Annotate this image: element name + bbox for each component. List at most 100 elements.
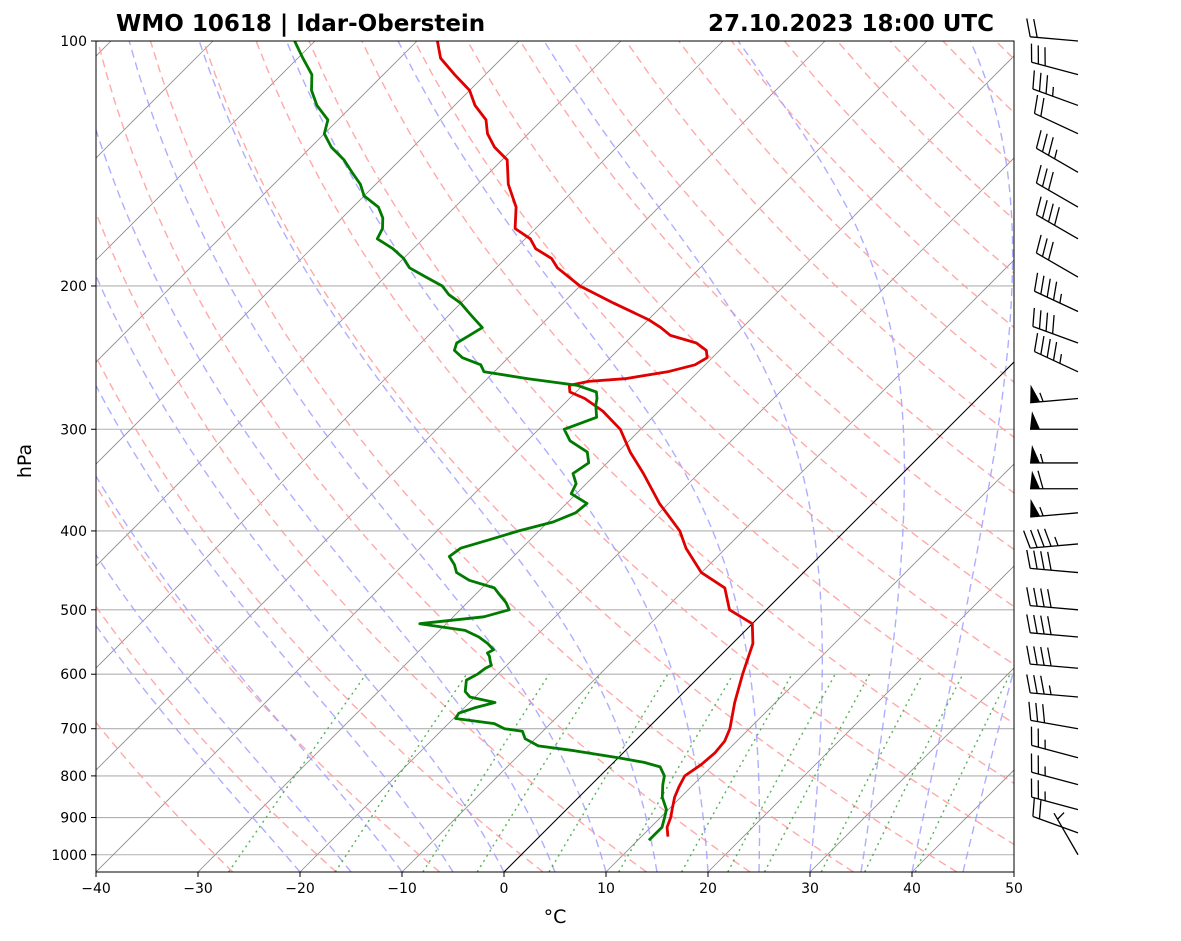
- wind-barb-shaft: [1030, 397, 1079, 404]
- mixing-ratio-36: [864, 673, 964, 872]
- wind-barb-full: [1033, 550, 1038, 570]
- y-tick-label-900: 900: [60, 811, 87, 827]
- wind-barb-half: [1057, 812, 1065, 820]
- y-axis-label: hPa: [14, 444, 36, 478]
- wind-barb-820: [1030, 753, 1079, 786]
- wind-barb-130: [1033, 94, 1079, 135]
- wind-barb-shaft: [1036, 214, 1079, 240]
- mixing-ratio-28: [820, 673, 924, 872]
- wind-barb-shaft: [1030, 543, 1079, 549]
- isotherm-10: [605, 463, 1014, 872]
- wind-barb-full: [1045, 75, 1049, 94]
- wind-barb-full: [1033, 674, 1038, 694]
- wind-barb-half: [1059, 293, 1063, 304]
- wind-barb-half: [1051, 86, 1055, 97]
- wind-barb-full: [1035, 130, 1042, 149]
- wind-barb-full: [1047, 647, 1052, 667]
- wind-barb-shaft: [1031, 771, 1079, 786]
- wind-barb-flag: [1030, 498, 1041, 517]
- isotherm-30: [809, 667, 1014, 872]
- chart-title-station: WMO 10618 | Idar-Oberstein: [116, 11, 485, 37]
- wind-barb-shaft: [1036, 252, 1079, 278]
- x-tick-label-20: 20: [699, 881, 717, 897]
- wind-barb-full: [1033, 646, 1038, 665]
- wind-barb-275: [1030, 384, 1079, 404]
- wind-barb-half: [1059, 354, 1063, 364]
- dry-adiabat--20: [96, 605, 337, 872]
- wind-barb-full: [1038, 72, 1042, 92]
- wind-barb-half: [1048, 685, 1052, 695]
- dry-adiabat-10: [96, 210, 647, 872]
- wind-barb-full: [1026, 549, 1031, 569]
- x-tick-label-40: 40: [903, 881, 921, 897]
- wind-barb-1000: [1053, 812, 1079, 856]
- wind-barb-full: [1040, 551, 1045, 570]
- wind-barb-full: [1033, 94, 1039, 114]
- wind-barb-half: [1039, 506, 1044, 517]
- wind-barb-full: [1033, 614, 1038, 634]
- dry-adiabat--30: [96, 721, 234, 872]
- isotherm--70: [96, 41, 622, 567]
- wind-barb-full: [1032, 797, 1036, 817]
- wind-barb-500: [1026, 587, 1079, 611]
- wind-barb-110: [1030, 43, 1079, 76]
- wind-barb-full: [1026, 614, 1031, 633]
- sounding-profiles: [293, 41, 755, 842]
- dry-adiabat-100: [519, 41, 1014, 551]
- wind-barb-shaft: [1031, 61, 1079, 76]
- wind-barb-full: [1046, 278, 1051, 298]
- moist-adiabat-5: [96, 127, 556, 872]
- wind-barb-shaft: [1036, 147, 1079, 173]
- wind-barb-shaft: [1030, 36, 1079, 42]
- plot-frame: [95, 40, 1015, 873]
- wind-barb-160: [1035, 164, 1079, 208]
- dry-adiabat-60: [308, 41, 1014, 785]
- isotherm--90: [96, 41, 418, 363]
- isotherm--40: [96, 41, 928, 872]
- y-tick-label-400: 400: [60, 524, 87, 540]
- wind-barb-full: [1053, 207, 1060, 226]
- mixing-ratio-0.4: [228, 673, 367, 872]
- moist-adiabat-40: [911, 41, 1014, 872]
- x-tick-label--20: −20: [285, 881, 315, 897]
- isotherm--10: [401, 259, 1014, 872]
- wind-barb-flag: [1030, 470, 1040, 489]
- wind-barb-700: [1028, 701, 1079, 730]
- wind-barb-full: [1040, 615, 1045, 635]
- x-tick-label-50: 50: [1005, 881, 1023, 897]
- wind-barb-full: [1041, 238, 1048, 257]
- background-lines: [96, 41, 1014, 872]
- wind-barb-355: [1030, 470, 1078, 490]
- wind-barb-full: [1033, 333, 1039, 352]
- wind-barb-full: [1047, 171, 1054, 191]
- wind-barb-half: [1039, 453, 1044, 464]
- moist-adiabat-15: [198, 41, 658, 872]
- wind-barb-full: [1035, 164, 1042, 184]
- mixing-ratio-5: [548, 673, 669, 872]
- wind-barb-full: [1038, 310, 1042, 329]
- isotherm--60: [96, 41, 724, 669]
- wind-barb-full: [1047, 241, 1054, 261]
- wind-barb-100: [1026, 18, 1079, 42]
- y-tick-label-700: 700: [60, 722, 87, 738]
- dry-adiabat-40: [202, 41, 958, 872]
- mixing-ratio-3: [476, 673, 601, 872]
- y-tick-label-1000: 1000: [51, 848, 87, 864]
- wind-barb-full: [1041, 133, 1048, 152]
- wind-barb-shaft: [1032, 325, 1079, 344]
- temperature-profile: [436, 41, 755, 837]
- mixing-ratio-8: [618, 673, 734, 872]
- wind-barb-shaft: [1034, 112, 1079, 135]
- wind-barb-880: [1030, 778, 1079, 811]
- y-tick-label-800: 800: [60, 769, 87, 785]
- wind-barb-175: [1035, 196, 1079, 240]
- wind-barb-full: [1052, 341, 1058, 361]
- wind-barb-full: [1047, 616, 1052, 635]
- chart-title-datetime: 27.10.2023 18:00 UTC: [708, 11, 994, 37]
- wind-barb-640: [1026, 674, 1079, 698]
- wind-barb-415: [1023, 528, 1079, 549]
- wind-barb-full: [1035, 196, 1042, 215]
- wind-barb-full: [1040, 675, 1045, 695]
- wind-barb-full: [1026, 645, 1031, 665]
